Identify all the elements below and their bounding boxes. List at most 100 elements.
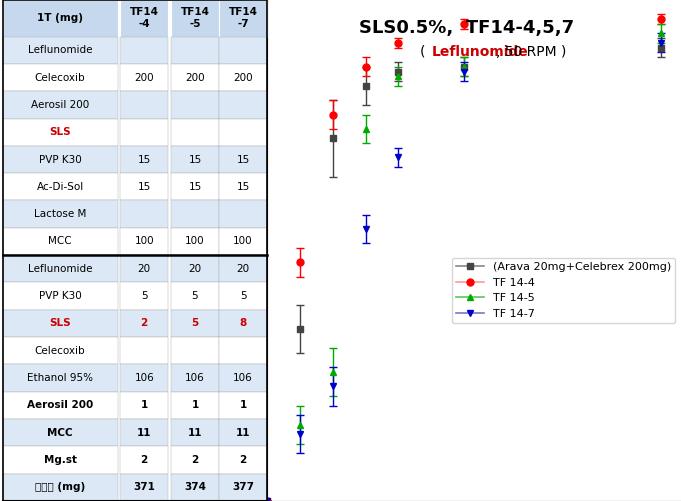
Text: 371: 371 xyxy=(133,482,155,492)
Text: 1T (mg): 1T (mg) xyxy=(37,14,83,23)
Text: MCC: MCC xyxy=(48,236,72,246)
Text: 100: 100 xyxy=(134,236,154,246)
Text: TF14
-7: TF14 -7 xyxy=(229,8,257,29)
Bar xyxy=(171,446,219,473)
Y-axis label: Dissolved (%): Dissolved (%) xyxy=(217,203,231,298)
Bar xyxy=(171,37,219,64)
Text: 쳙무게 (mg): 쳙무게 (mg) xyxy=(35,482,85,492)
Text: 15: 15 xyxy=(236,154,250,164)
Text: 8: 8 xyxy=(240,319,247,329)
Bar xyxy=(171,473,219,501)
Bar xyxy=(120,419,168,446)
Text: (: ( xyxy=(420,45,430,59)
Legend: (Arava 20mg+Celebrex 200mg), TF 14-4, TF 14-5, TF 14-7: (Arava 20mg+Celebrex 200mg), TF 14-4, TF… xyxy=(452,258,676,323)
Text: 100: 100 xyxy=(233,236,253,246)
Text: 1: 1 xyxy=(240,400,247,410)
Text: Aerosil 200: Aerosil 200 xyxy=(31,100,89,110)
Bar xyxy=(171,255,219,283)
Text: 11: 11 xyxy=(236,428,251,438)
Text: SLS: SLS xyxy=(49,319,71,329)
Text: PVP K30: PVP K30 xyxy=(39,154,82,164)
Text: Leflunomide: Leflunomide xyxy=(28,45,93,55)
Text: Aerosil 200: Aerosil 200 xyxy=(27,400,93,410)
Text: Ac-Di-Sol: Ac-Di-Sol xyxy=(37,182,84,192)
Bar xyxy=(120,64,168,91)
Text: SLS0.5%,  TF14-4,5,7: SLS0.5%, TF14-4,5,7 xyxy=(359,19,574,37)
Bar xyxy=(219,446,267,473)
Text: Mg.st: Mg.st xyxy=(44,455,76,465)
Text: 106: 106 xyxy=(134,373,154,383)
Text: 2: 2 xyxy=(240,455,247,465)
Text: Celecoxib: Celecoxib xyxy=(35,346,85,356)
Text: 377: 377 xyxy=(232,482,254,492)
Bar xyxy=(171,173,219,200)
Bar xyxy=(219,173,267,200)
Bar xyxy=(3,310,118,337)
Bar xyxy=(171,0,219,37)
Bar xyxy=(3,337,118,364)
Bar xyxy=(219,364,267,392)
Text: 200: 200 xyxy=(233,73,253,83)
Bar xyxy=(3,473,118,501)
Bar xyxy=(120,200,168,228)
Bar xyxy=(171,119,219,146)
Bar xyxy=(219,200,267,228)
Bar xyxy=(171,310,219,337)
Bar xyxy=(120,310,168,337)
Text: 200: 200 xyxy=(185,73,205,83)
Bar xyxy=(3,228,118,255)
Bar xyxy=(3,446,118,473)
Text: 2: 2 xyxy=(191,455,199,465)
Text: 11: 11 xyxy=(137,428,151,438)
Text: Ethanol 95%: Ethanol 95% xyxy=(27,373,93,383)
Bar xyxy=(171,146,219,173)
Bar xyxy=(219,419,267,446)
Bar xyxy=(171,91,219,119)
Bar xyxy=(171,228,219,255)
Bar xyxy=(219,392,267,419)
Bar xyxy=(120,364,168,392)
Bar xyxy=(120,337,168,364)
Bar xyxy=(3,283,118,310)
Bar xyxy=(3,255,118,283)
Bar xyxy=(3,146,118,173)
Bar xyxy=(3,419,118,446)
Text: 200: 200 xyxy=(134,73,154,83)
Bar xyxy=(3,364,118,392)
Text: MCC: MCC xyxy=(47,428,73,438)
Text: 11: 11 xyxy=(188,428,202,438)
Text: TF14
-4: TF14 -4 xyxy=(129,8,159,29)
Text: 1: 1 xyxy=(191,400,199,410)
Text: 15: 15 xyxy=(189,182,202,192)
Bar xyxy=(219,310,267,337)
Bar xyxy=(120,255,168,283)
Bar xyxy=(219,255,267,283)
Text: 15: 15 xyxy=(138,154,151,164)
Bar xyxy=(219,37,267,64)
Bar xyxy=(219,64,267,91)
Text: 2: 2 xyxy=(140,319,148,329)
Text: Celecoxib: Celecoxib xyxy=(35,73,85,83)
Bar xyxy=(219,228,267,255)
Text: Leflunomide: Leflunomide xyxy=(432,45,528,59)
Text: 2: 2 xyxy=(140,455,148,465)
Bar xyxy=(120,473,168,501)
Bar xyxy=(3,173,118,200)
Bar xyxy=(219,146,267,173)
Text: 15: 15 xyxy=(189,154,202,164)
Bar xyxy=(3,0,118,37)
Bar xyxy=(219,119,267,146)
Text: 5: 5 xyxy=(141,291,148,301)
Text: 20: 20 xyxy=(189,264,202,274)
Text: 15: 15 xyxy=(138,182,151,192)
Bar xyxy=(120,0,168,37)
Bar xyxy=(219,337,267,364)
Bar xyxy=(171,64,219,91)
Bar xyxy=(120,173,168,200)
Bar xyxy=(219,473,267,501)
Text: 5: 5 xyxy=(191,291,198,301)
Text: 15: 15 xyxy=(236,182,250,192)
Text: 106: 106 xyxy=(233,373,253,383)
Text: 20: 20 xyxy=(236,264,249,274)
Bar xyxy=(3,119,118,146)
